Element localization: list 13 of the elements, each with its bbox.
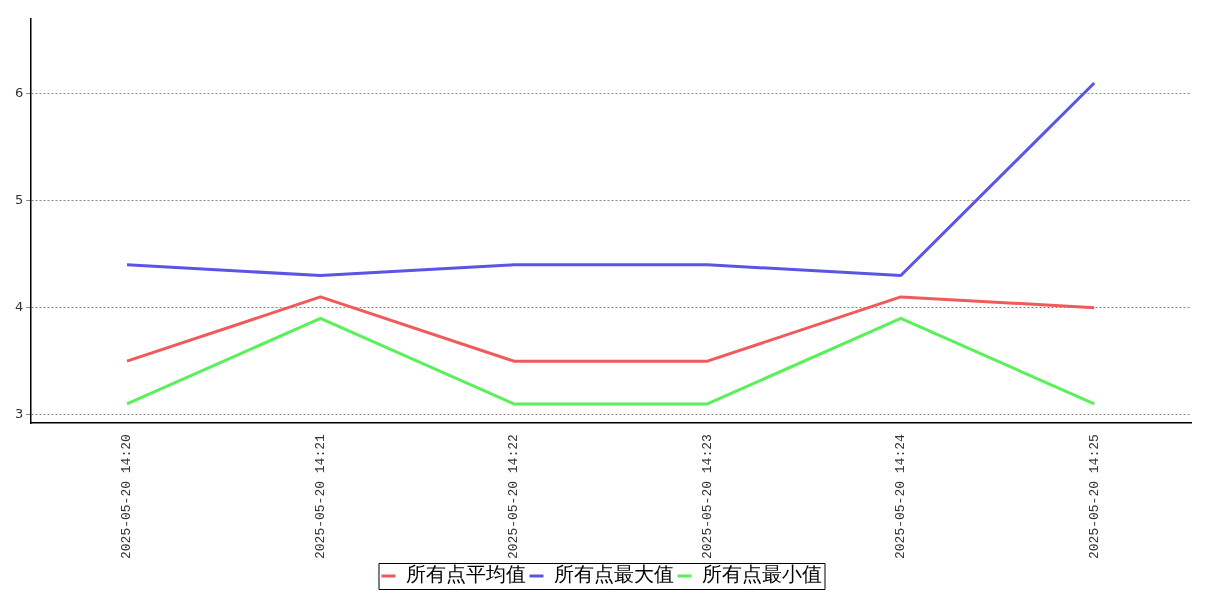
y-tick-label: 4 bbox=[14, 299, 24, 315]
x-tick-label: 2025-05-20 14:20 bbox=[119, 434, 135, 560]
y-tick-label: 3 bbox=[14, 406, 24, 421]
x-tick-label: 2025-05-20 14:22 bbox=[506, 434, 522, 560]
legend-label: 所有点最小值 bbox=[701, 563, 822, 586]
y-tick-label: 6 bbox=[14, 85, 24, 101]
x-tick-label: 2025-05-20 14:24 bbox=[893, 433, 909, 560]
x-tick-label: 2025-05-20 14:21 bbox=[312, 433, 328, 560]
x-tick-label: 2025-05-20 14:25 bbox=[1086, 434, 1102, 560]
x-tick-label: 2025-05-20 14:23 bbox=[699, 434, 715, 560]
y-tick-label: 5 bbox=[14, 192, 24, 208]
legend-label: 所有点最大值 bbox=[553, 563, 674, 586]
legend-label: 所有点平均值 bbox=[405, 563, 526, 586]
